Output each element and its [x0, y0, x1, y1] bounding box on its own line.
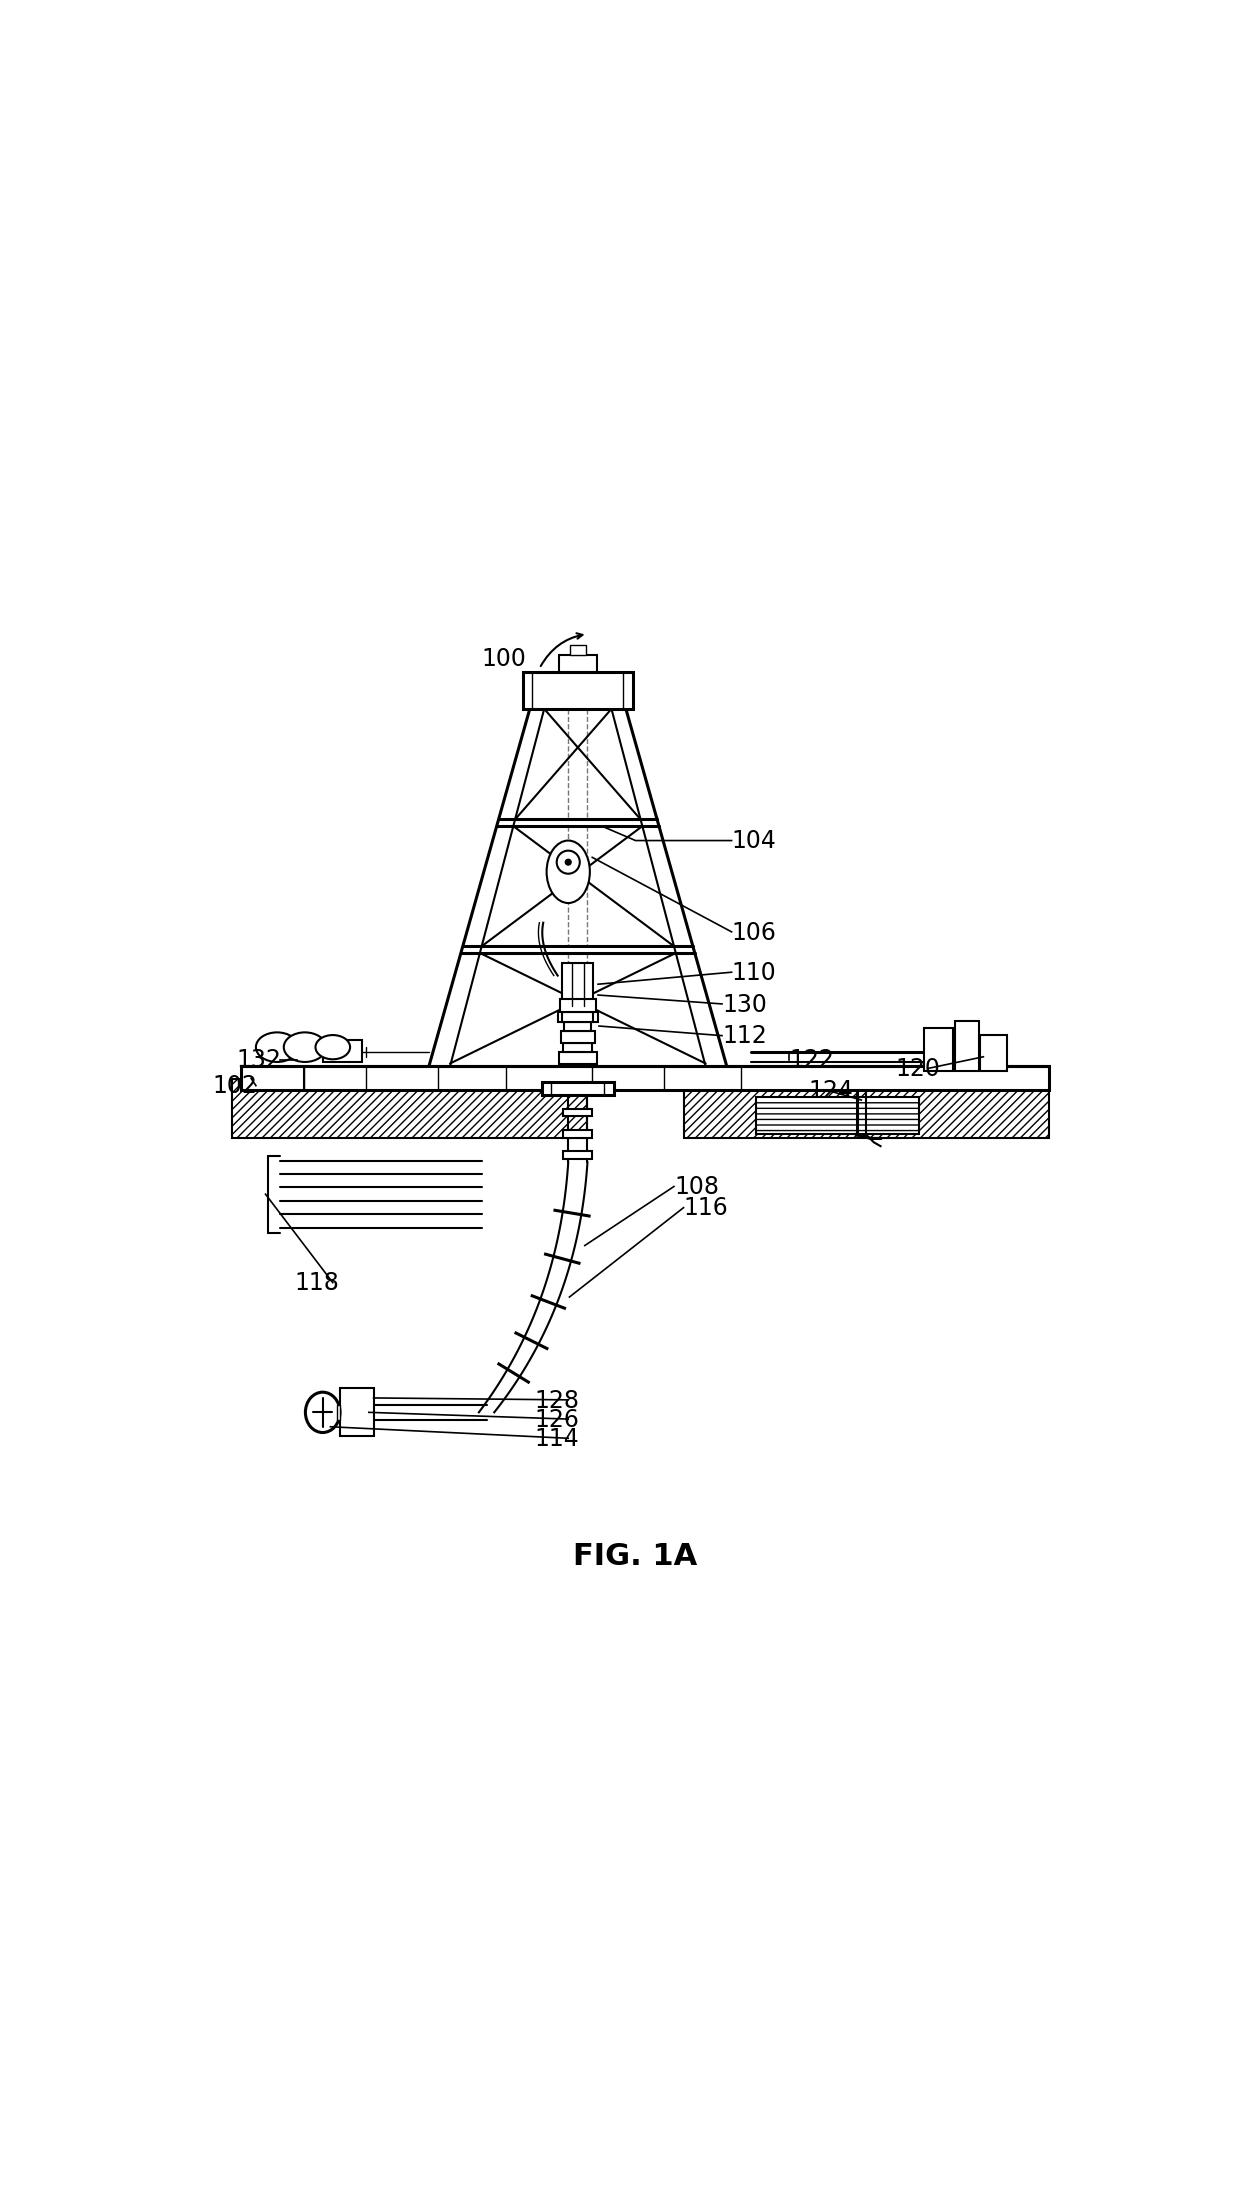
Bar — [558, 654, 596, 672]
Bar — [560, 1031, 595, 1044]
Ellipse shape — [305, 1392, 340, 1432]
Bar — [563, 963, 593, 1007]
Bar — [563, 1150, 593, 1159]
Text: 120: 120 — [895, 1057, 940, 1082]
Text: 116: 116 — [683, 1196, 728, 1220]
Text: 126: 126 — [534, 1408, 579, 1432]
Bar — [558, 1011, 598, 1022]
Bar — [242, 1066, 1049, 1090]
Bar — [337, 1406, 340, 1421]
Bar — [683, 1079, 1049, 1139]
Ellipse shape — [284, 1033, 326, 1062]
Text: 106: 106 — [732, 921, 776, 945]
Text: 110: 110 — [732, 961, 776, 985]
Text: 100: 100 — [481, 648, 527, 670]
Bar — [924, 1029, 952, 1071]
Text: 102: 102 — [213, 1075, 258, 1099]
Bar — [955, 1022, 978, 1071]
Bar — [522, 672, 634, 709]
Text: FIG. 1A: FIG. 1A — [573, 1542, 698, 1571]
Text: 130: 130 — [722, 994, 766, 1016]
Bar — [981, 1035, 1007, 1071]
Text: 112: 112 — [722, 1024, 766, 1049]
Bar — [563, 1011, 593, 1022]
Text: 122: 122 — [789, 1049, 835, 1073]
Ellipse shape — [547, 842, 590, 903]
Bar — [324, 1040, 362, 1062]
Bar — [542, 1082, 614, 1095]
Bar — [755, 1097, 919, 1135]
Bar — [559, 1000, 596, 1011]
Text: 114: 114 — [534, 1428, 579, 1452]
Ellipse shape — [255, 1033, 298, 1062]
Text: 108: 108 — [675, 1174, 719, 1198]
Circle shape — [557, 850, 580, 875]
Ellipse shape — [315, 1035, 350, 1060]
Bar — [570, 645, 585, 654]
Text: 132: 132 — [237, 1049, 281, 1073]
Bar — [564, 1022, 591, 1031]
Bar — [563, 1108, 593, 1117]
Text: 124: 124 — [808, 1079, 853, 1104]
Text: 104: 104 — [732, 828, 776, 853]
Bar — [558, 1053, 596, 1064]
Bar — [232, 1079, 588, 1139]
Text: 128: 128 — [534, 1388, 579, 1412]
Bar — [340, 1388, 373, 1436]
Bar — [563, 1044, 593, 1053]
Bar — [563, 1130, 593, 1137]
Circle shape — [565, 859, 572, 866]
Text: 118: 118 — [294, 1271, 340, 1295]
